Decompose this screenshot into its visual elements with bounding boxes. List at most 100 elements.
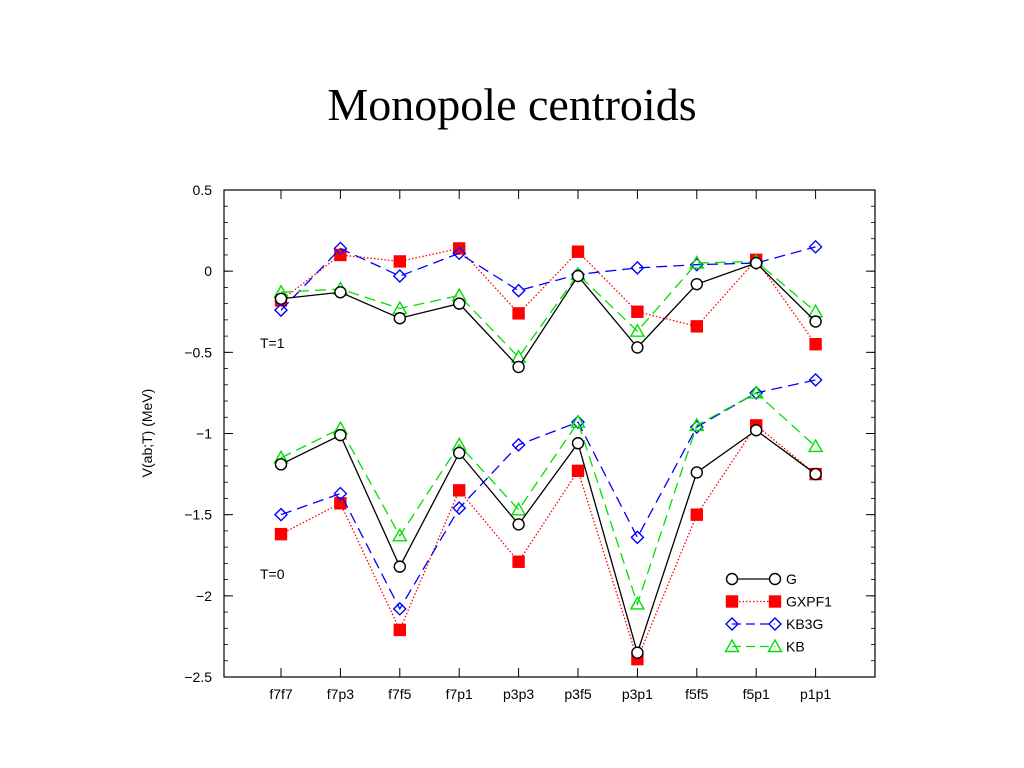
y-tick-label: 0 [204,263,212,279]
data-point [808,239,823,254]
x-tick-label: p3f5 [564,686,591,702]
series-kb-t1 [273,253,824,363]
data-point [807,303,824,318]
x-tick-label: f5f5 [685,686,709,702]
legend-marker [724,638,740,653]
data-point [809,315,822,328]
data-point [807,438,824,453]
data-point [689,255,705,269]
data-point [512,307,525,320]
data-point [393,623,406,637]
data-point [452,501,467,516]
data-point [512,518,525,531]
data-point [690,466,703,479]
series-line [280,379,816,611]
data-point [511,437,526,452]
data-point [809,338,822,351]
x-tick-label: f7p1 [446,686,473,702]
legend-marker [725,617,739,631]
data-point [274,303,288,318]
series-line [280,424,817,662]
slide-title: Monopole centroids [327,79,697,130]
y-tick-label: −2.5 [184,669,212,685]
series-g-t0 [274,424,822,659]
legend-marker [768,595,782,608]
series-line [280,260,817,359]
series-line [280,262,817,368]
data-point [631,305,644,318]
y-axis: 0.5 0 −0.5 −1 −1.5 −2 −2.5 [184,182,875,685]
data-point [808,372,823,387]
data-point [750,424,763,437]
legend-label: GXPF1 [786,594,832,610]
x-tick-label: f7f7 [269,686,293,702]
x-axis: f7f7 f7p3 f7f5 f7p1 p3p3 p3f5 p3p1 f5f5 f5p1 p1p1 [269,190,831,702]
legend-marker [725,595,739,608]
series-gxpf1-t1 [274,242,822,351]
y-tick-label: −1 [196,426,212,442]
data-point [453,446,466,460]
data-point [631,646,644,659]
series-gxpf1-t0 [274,419,822,666]
series-layer [273,239,824,666]
data-point [629,323,646,337]
data-point [571,415,585,430]
x-tick-label: f7f5 [388,686,412,702]
data-point [453,242,466,255]
data-point [511,283,526,298]
x-tick-label: f7p3 [327,686,354,702]
legend: G GXPF1 KB3G KB [724,571,832,655]
annotation-t0: T=0 [260,566,285,582]
data-point [393,560,406,573]
data-point [571,464,585,478]
series-line [280,429,816,655]
data-point [452,246,467,261]
data-point [571,269,585,283]
data-point [809,467,822,481]
data-point [453,297,466,310]
data-point [570,414,586,428]
data-point [334,428,347,442]
data-point [571,245,585,258]
legend-label: KB3G [786,616,823,632]
x-tick-label: p1p1 [800,686,831,702]
legend-label: G [786,571,797,587]
data-point [393,255,406,268]
data-point [630,530,645,545]
data-point [274,458,288,471]
data-point [334,286,347,299]
x-tick-label: p3p3 [503,686,534,702]
data-point [512,360,525,374]
data-point [274,527,288,541]
data-point [512,555,525,568]
series-line [280,247,817,345]
data-point [631,341,644,354]
data-point [689,417,705,432]
y-tick-label: −2 [196,588,212,604]
data-point [393,312,406,325]
legend-item-g: G [725,571,797,587]
series-g-t1 [274,256,822,374]
annotation-t1: T=1 [260,335,285,351]
data-point [748,384,764,399]
y-axis-label: V(ab;T) (MeV) [139,389,155,478]
series-line [280,246,816,311]
legend-label: KB [786,639,805,655]
data-point [392,269,407,284]
series-line [280,392,817,607]
data-point [274,507,288,522]
data-point [690,277,703,291]
legend-item-kb: KB [724,638,805,655]
data-point [392,601,407,616]
y-tick-label: −0.5 [184,344,212,360]
data-point [630,260,645,275]
data-point [333,241,348,256]
data-point [571,437,585,450]
data-point [690,320,703,333]
data-point [750,256,763,270]
data-point [510,501,527,516]
legend-marker [768,617,782,631]
legend-marker [768,572,782,586]
data-point [749,385,764,400]
